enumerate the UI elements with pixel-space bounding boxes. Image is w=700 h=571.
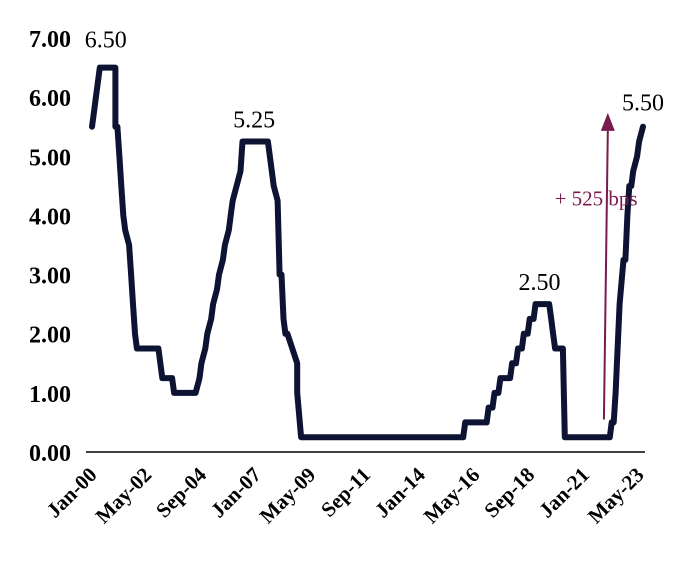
x-tick-label: Sep-18	[479, 463, 539, 523]
y-tick-label: 5.00	[29, 145, 71, 171]
peak-label: 6.50	[85, 28, 127, 54]
annotation-labels: 6.50 5.25 2.50 5.50 + 525 bps	[85, 28, 664, 297]
y-tick-label: 2.00	[29, 323, 71, 349]
x-axis-tick-labels: Jan-00May-02Sep-04Jan-07May-09Sep-11Jan-…	[42, 462, 649, 528]
peak-label: 5.25	[233, 108, 275, 134]
arrow-shaft	[602, 128, 609, 420]
y-tick-label: 1.00	[29, 382, 71, 408]
y-tick-label: 3.00	[29, 264, 71, 290]
y-tick-label: 0.00	[29, 441, 71, 467]
x-tick-label: May-16	[419, 463, 485, 529]
y-tick-label: 6.00	[29, 86, 71, 112]
y-tick-label: 7.00	[29, 27, 71, 53]
series-line	[89, 64, 646, 441]
x-tick-label: May-02	[91, 463, 157, 529]
peak-label: 2.50	[518, 270, 560, 296]
increase-arrow	[600, 112, 615, 420]
peak-label: 5.50	[622, 91, 664, 117]
x-tick-label: May-09	[255, 463, 321, 529]
y-tick-label: 4.00	[29, 204, 71, 230]
x-tick-label: Sep-04	[151, 462, 211, 522]
increase-annotation: + 525 bps	[555, 187, 638, 211]
y-axis-tick-labels: 0.00 1.00 2.00 3.00 4.00 5.00 6.00 7.00	[29, 27, 71, 467]
x-tick-label: May-23	[583, 463, 649, 529]
x-tick-label: Sep-11	[316, 463, 375, 522]
arrow-head	[600, 112, 615, 131]
